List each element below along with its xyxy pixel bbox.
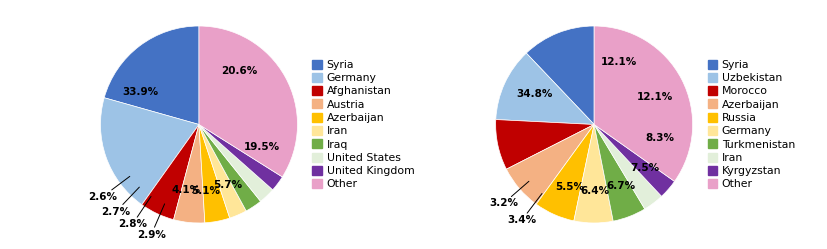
Wedge shape <box>199 124 261 211</box>
Wedge shape <box>594 124 662 209</box>
Wedge shape <box>526 26 594 124</box>
Wedge shape <box>101 98 199 205</box>
Text: 8.3%: 8.3% <box>645 133 674 143</box>
Wedge shape <box>536 124 594 221</box>
Wedge shape <box>199 124 230 223</box>
Wedge shape <box>506 124 594 204</box>
Text: 2.8%: 2.8% <box>117 196 151 230</box>
Text: 2.9%: 2.9% <box>136 204 165 240</box>
Text: 4.1%: 4.1% <box>172 185 201 195</box>
Legend: Syria, Germany, Afghanistan, Austria, Azerbaijan, Iran, Iraq, United States, Uni: Syria, Germany, Afghanistan, Austria, Az… <box>310 58 417 191</box>
Text: 34.8%: 34.8% <box>517 89 553 99</box>
Text: 7.5%: 7.5% <box>630 163 660 173</box>
Text: 5.7%: 5.7% <box>213 180 242 190</box>
Text: 2.6%: 2.6% <box>88 176 130 201</box>
Text: 5.1%: 5.1% <box>191 186 220 196</box>
Text: 12.1%: 12.1% <box>637 92 673 102</box>
Wedge shape <box>594 26 693 181</box>
Wedge shape <box>495 53 594 124</box>
Text: 33.9%: 33.9% <box>122 87 159 97</box>
Text: 3.2%: 3.2% <box>489 181 529 208</box>
Text: 3.4%: 3.4% <box>507 193 542 225</box>
Text: 12.1%: 12.1% <box>601 57 637 67</box>
Text: 19.5%: 19.5% <box>244 142 280 152</box>
Text: 6.7%: 6.7% <box>607 181 636 191</box>
Text: 5.5%: 5.5% <box>556 182 585 192</box>
Wedge shape <box>594 124 675 196</box>
Text: 6.4%: 6.4% <box>580 187 609 196</box>
Wedge shape <box>199 124 282 190</box>
Wedge shape <box>199 26 298 177</box>
Wedge shape <box>495 120 594 169</box>
Wedge shape <box>104 26 199 124</box>
Wedge shape <box>574 124 613 223</box>
Legend: Syria, Uzbekistan, Morocco, Azerbaijan, Russia, Germany, Turkmenistan, Iran, Kyr: Syria, Uzbekistan, Morocco, Azerbaijan, … <box>705 58 797 191</box>
Text: 20.6%: 20.6% <box>222 66 257 76</box>
Wedge shape <box>199 124 273 201</box>
Wedge shape <box>174 124 205 223</box>
Wedge shape <box>141 124 199 220</box>
Wedge shape <box>199 124 246 218</box>
Wedge shape <box>594 124 645 221</box>
Text: 2.7%: 2.7% <box>102 187 139 217</box>
